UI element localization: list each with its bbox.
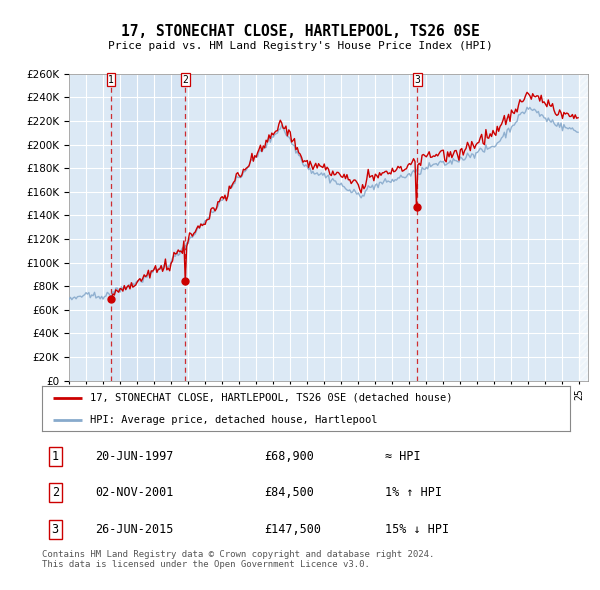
Text: 17, STONECHAT CLOSE, HARTLEPOOL, TS26 0SE (detached house): 17, STONECHAT CLOSE, HARTLEPOOL, TS26 0S… <box>89 392 452 402</box>
Text: 1: 1 <box>108 75 114 85</box>
Text: 3: 3 <box>52 523 59 536</box>
Text: 15% ↓ HPI: 15% ↓ HPI <box>385 523 449 536</box>
Text: Price paid vs. HM Land Registry's House Price Index (HPI): Price paid vs. HM Land Registry's House … <box>107 41 493 51</box>
Text: 2: 2 <box>52 486 59 499</box>
Text: £84,500: £84,500 <box>264 486 314 499</box>
Text: 17, STONECHAT CLOSE, HARTLEPOOL, TS26 0SE: 17, STONECHAT CLOSE, HARTLEPOOL, TS26 0S… <box>121 24 479 38</box>
Text: ≈ HPI: ≈ HPI <box>385 450 421 463</box>
Text: 1% ↑ HPI: 1% ↑ HPI <box>385 486 442 499</box>
Text: 02-NOV-2001: 02-NOV-2001 <box>95 486 173 499</box>
Text: 3: 3 <box>415 75 421 85</box>
Text: 26-JUN-2015: 26-JUN-2015 <box>95 523 173 536</box>
Text: HPI: Average price, detached house, Hartlepool: HPI: Average price, detached house, Hart… <box>89 415 377 425</box>
Text: 1: 1 <box>52 450 59 463</box>
Bar <box>111 74 185 381</box>
Text: £147,500: £147,500 <box>264 523 321 536</box>
Text: Contains HM Land Registry data © Crown copyright and database right 2024.
This d: Contains HM Land Registry data © Crown c… <box>42 550 434 569</box>
Text: 2: 2 <box>182 75 188 85</box>
Text: 20-JUN-1997: 20-JUN-1997 <box>95 450 173 463</box>
Text: £68,900: £68,900 <box>264 450 314 463</box>
